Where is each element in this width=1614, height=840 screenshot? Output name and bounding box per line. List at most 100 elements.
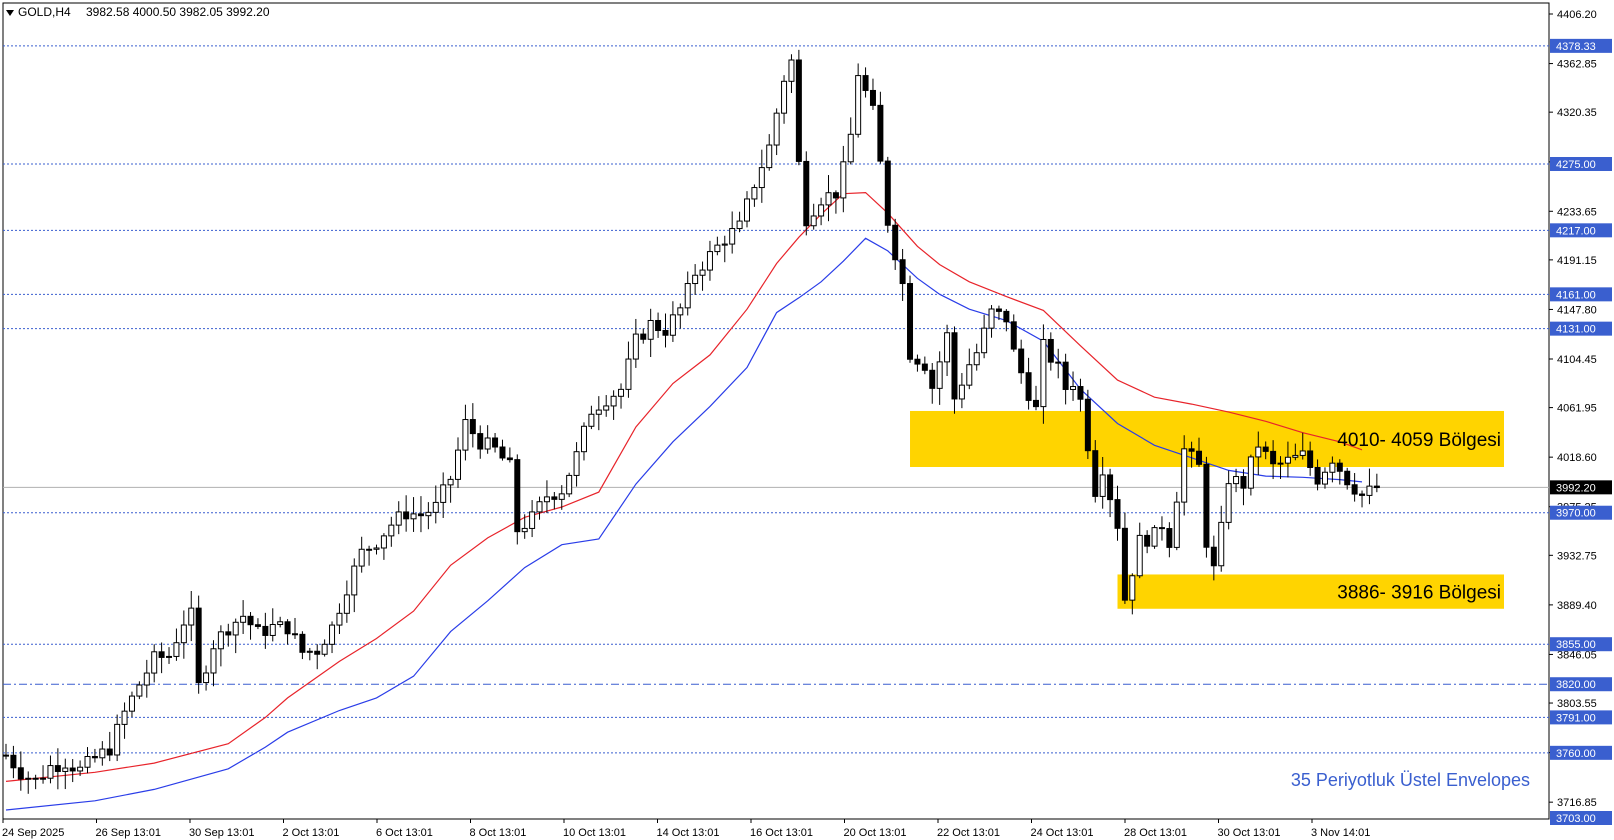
candle	[388, 516, 395, 547]
candle-body-bull	[825, 192, 832, 206]
candle-body-bull	[1136, 534, 1143, 577]
candle	[484, 425, 491, 454]
candle-body-bull	[99, 748, 106, 759]
collapse-triangle-icon[interactable]	[6, 10, 14, 16]
candle-body-bear	[1196, 450, 1203, 465]
candle	[410, 497, 417, 532]
candle	[277, 616, 284, 628]
candle-body-bull	[77, 766, 84, 772]
candle-body-bull	[1173, 501, 1180, 548]
candle-body-bull	[781, 80, 788, 114]
price-tick-label: 3716.85	[1557, 797, 1597, 809]
ohlc-label: 3982.58 4000.50 3982.05 3992.20	[86, 5, 270, 19]
candle	[869, 78, 876, 110]
candle	[995, 305, 1002, 321]
price-tick-label: 4406.20	[1557, 9, 1597, 21]
candle-body-bull	[1099, 474, 1106, 497]
candle	[529, 500, 536, 538]
candle-body-bull	[773, 112, 780, 146]
candle-body-bear	[291, 633, 298, 636]
candle-body-bull	[380, 535, 387, 549]
candle	[1181, 435, 1188, 516]
candle-body-bear	[1166, 528, 1173, 548]
candle	[862, 67, 869, 98]
candle-body-bear	[1158, 527, 1165, 530]
candle	[1158, 516, 1165, 541]
candle	[884, 156, 891, 233]
candle-body-bull	[558, 493, 565, 500]
candle	[1314, 459, 1321, 491]
candle	[180, 610, 187, 659]
candle-body-bear	[499, 446, 506, 459]
price-tick-label: 3932.75	[1557, 550, 1597, 562]
candle	[795, 49, 802, 166]
candle-body-bull	[114, 723, 121, 756]
candle	[832, 190, 839, 214]
candle-body-bull	[84, 755, 91, 768]
candle	[166, 647, 173, 664]
candle	[17, 751, 24, 791]
candle	[455, 437, 462, 488]
candle-body-bear	[892, 224, 899, 261]
candle	[788, 54, 795, 93]
candle	[77, 760, 84, 776]
candle	[729, 211, 736, 254]
level-price-tag-label: 3703.00	[1556, 813, 1596, 825]
time-tick-label: 20 Oct 13:01	[844, 827, 907, 839]
candle-body-bear	[655, 319, 662, 332]
candle-body-bull	[128, 695, 135, 712]
candle-body-bull	[684, 283, 691, 309]
candle-body-bear	[1344, 470, 1351, 486]
candle	[40, 765, 47, 784]
candle-body-bull	[677, 307, 684, 316]
candle-body-bull	[536, 501, 543, 513]
candle-body-bear	[1240, 476, 1247, 489]
candle-body-bear	[832, 192, 839, 199]
time-tick-label: 22 Oct 13:01	[937, 827, 1000, 839]
candle	[1077, 378, 1084, 412]
candle	[1292, 443, 1299, 461]
candle-body-bull	[529, 511, 536, 529]
candle	[1321, 467, 1328, 489]
candle-body-bear	[106, 748, 113, 756]
level-price-tag-label: 4161.00	[1556, 289, 1596, 301]
candle	[1284, 441, 1291, 478]
candle-body-bull	[40, 777, 47, 780]
candle-body-bull	[580, 425, 587, 453]
candle-body-bull	[343, 594, 350, 614]
candle	[417, 496, 424, 533]
candle-body-bear	[1359, 493, 1366, 496]
candle	[595, 396, 602, 431]
level-price-tag	[1550, 505, 1612, 520]
candle-body-bull	[944, 332, 951, 363]
time-tick-label: 8 Oct 13:01	[470, 827, 527, 839]
candle-body-bull	[766, 144, 773, 169]
candle-body-bull	[595, 409, 602, 415]
candle-body-bull	[232, 621, 239, 636]
level-price-tag	[1550, 710, 1612, 725]
candle	[914, 354, 921, 372]
candle	[1114, 485, 1121, 541]
candle-body-bear	[10, 754, 17, 769]
candle	[877, 91, 884, 164]
time-tick-label: 30 Oct 13:01	[1218, 827, 1281, 839]
price-tick-label: 3846.05	[1557, 649, 1597, 661]
candle-body-bear	[1062, 361, 1069, 390]
candle	[929, 363, 936, 404]
price-tick-label: 4362.85	[1557, 59, 1597, 71]
candle	[106, 731, 113, 762]
candle	[936, 351, 943, 405]
candle	[321, 639, 328, 657]
candle	[973, 343, 980, 371]
candle-body-bear	[1314, 466, 1321, 485]
candle	[847, 117, 854, 165]
candle-body-bull	[358, 548, 365, 567]
candle	[958, 373, 965, 409]
level-price-tag	[1550, 637, 1612, 652]
candle	[1247, 454, 1254, 496]
candle	[47, 755, 54, 784]
candle	[1210, 535, 1217, 581]
current-price-tag-label: 3992.20	[1556, 482, 1596, 494]
candle	[306, 647, 313, 661]
candle	[151, 644, 158, 683]
